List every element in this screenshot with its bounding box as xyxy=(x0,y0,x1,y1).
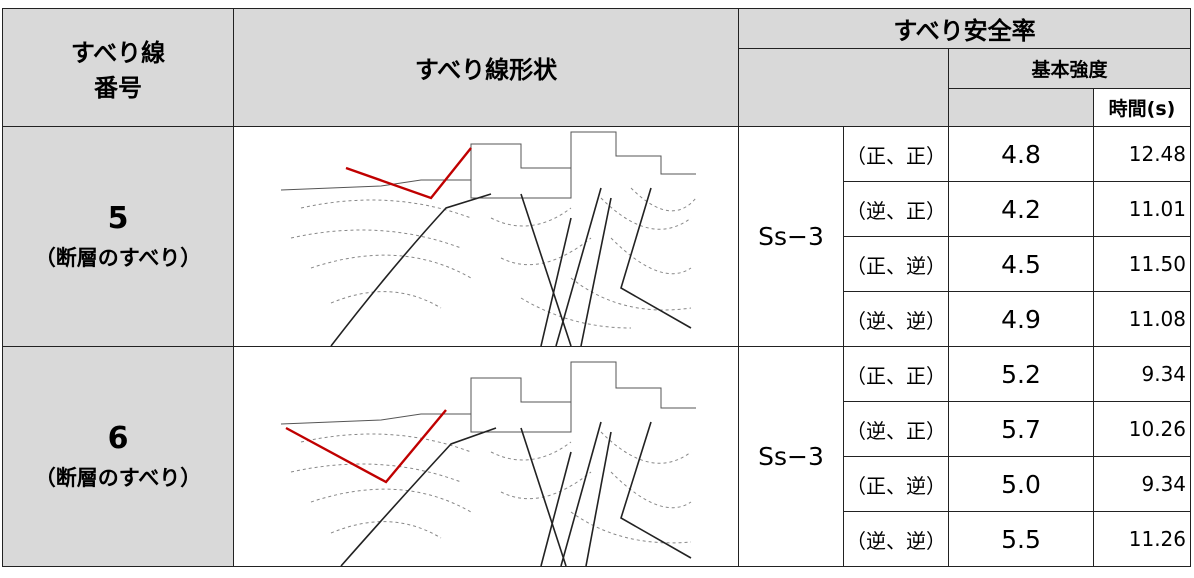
phase: （逆、逆） xyxy=(843,511,949,567)
header-text: 番号 xyxy=(94,73,142,102)
phase: （正、逆） xyxy=(843,236,949,292)
case-row: 6 （断層のすべり） Ss−3 （正、正） 5.2 9.34 xyxy=(2,346,1192,567)
safety-factor: 4.9 xyxy=(948,291,1094,347)
case-row: （逆、正） 5.7 10.26 xyxy=(3,401,1192,457)
header-row: すべり線 番号 すべり線形状 すべり安全率 xyxy=(2,8,1192,127)
safety-factor: 5.7 xyxy=(948,401,1094,457)
safety-factor: 5.5 xyxy=(948,511,1094,567)
case-row: （正、逆） 4.5 11.50 xyxy=(3,236,1192,292)
slip-shape-drawing xyxy=(280,361,696,566)
basic-strength-header: 基本強度 xyxy=(947,48,1192,89)
safety-factor: 5.2 xyxy=(948,346,1094,402)
safety-factor: 4.2 xyxy=(948,181,1094,237)
time: 9.34 xyxy=(1092,346,1192,402)
case-row: 5 （断層のすべり） Ss−3 （正、正） 4.8 12.48 xyxy=(2,126,1192,347)
case-row: （逆、逆） 4.9 11.08 xyxy=(3,291,1192,347)
line-no-header: すべり線 番号 xyxy=(2,8,234,127)
shape-cell xyxy=(233,346,739,567)
phase: （逆、正） xyxy=(843,181,949,237)
table-body: すべり線 番号 すべり線形状 すべり安全率 基本強度 時間(s) 5 （断層のすべり） Ss−… xyxy=(2,8,1192,567)
time: 9.34 xyxy=(1092,456,1192,512)
phase: （逆、正） xyxy=(843,401,949,457)
safety-factor-header: すべり安全率 xyxy=(737,8,1192,49)
line-no-cell: 6 （断層のすべり） xyxy=(2,346,234,567)
safety-factor: 4.8 xyxy=(948,126,1094,182)
line-note: （断層のすべり） xyxy=(34,246,202,270)
time: 11.26 xyxy=(1092,511,1192,567)
time: 10.26 xyxy=(1092,401,1192,457)
time-header: 時間(s) xyxy=(1092,88,1192,127)
safety-table: すべり線 番号 すべり線形状 すべり安全率 基本強度 時間(s) 5 （断層のすべり） Ss−… xyxy=(2,8,1192,567)
time: 11.01 xyxy=(1092,181,1192,237)
header-text: すべり線 xyxy=(70,38,166,67)
safety-factor: 4.5 xyxy=(948,236,1094,292)
case-row: （正、逆） 5.0 9.34 xyxy=(3,456,1192,512)
shape-cell xyxy=(233,126,739,347)
line-no: 6 xyxy=(107,421,129,456)
safety-factor: 5.0 xyxy=(948,456,1094,512)
line-no-cell: 5 （断層のすべり） xyxy=(2,126,234,347)
ground-motion: Ss−3 xyxy=(738,346,844,567)
slip-shape-drawing xyxy=(280,131,697,346)
time: 11.08 xyxy=(1092,291,1192,347)
blank-header xyxy=(738,48,949,127)
shape-header: すべり線形状 xyxy=(233,8,739,127)
header-row: 時間(s) xyxy=(3,88,1192,127)
ground-motion: Ss−3 xyxy=(738,126,844,347)
phase: （正、正） xyxy=(843,346,949,402)
phase: （正、正） xyxy=(843,126,949,182)
line-no: 5 xyxy=(107,201,129,236)
case-row: （逆、逆） 5.5 11.26 xyxy=(3,511,1192,567)
blank-header xyxy=(948,88,1094,127)
phase: （正、逆） xyxy=(843,456,949,512)
phase: （逆、逆） xyxy=(843,291,949,347)
time: 11.50 xyxy=(1092,236,1192,292)
time: 12.48 xyxy=(1092,126,1192,182)
line-note: （断層のすべり） xyxy=(34,466,202,490)
